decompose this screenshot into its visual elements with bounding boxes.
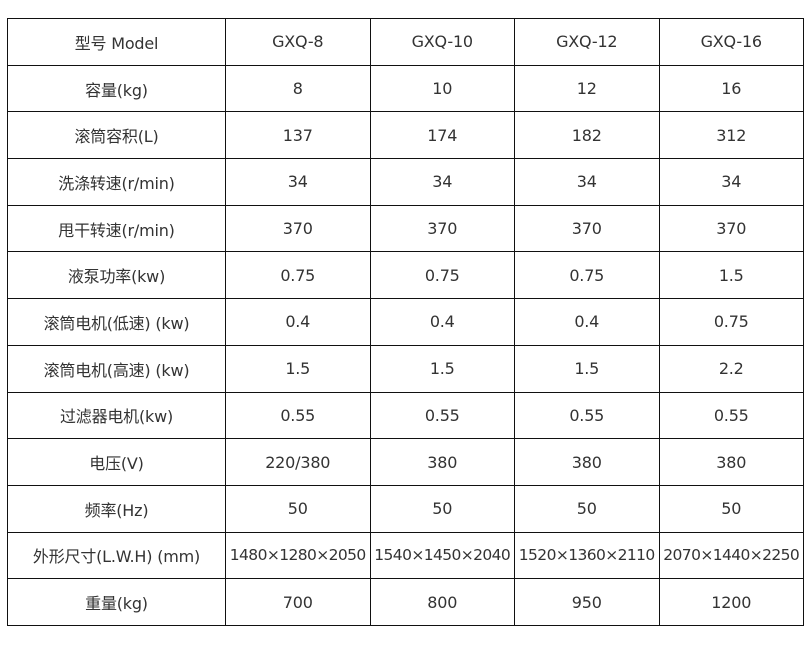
row-label: 甩干转速(r/min) (7, 204, 226, 253)
table-cell: 34 (225, 158, 371, 206)
table-cell: 2.2 (658, 344, 804, 393)
table-cell: 12 (514, 64, 660, 113)
table-cell: 380 (369, 438, 515, 486)
table-cell: 174 (369, 111, 515, 160)
table-cell: 370 (225, 204, 371, 253)
row-label: 外形尺寸(L.W.H) (mm) (7, 531, 226, 580)
table-cell: 220/380 (225, 438, 371, 486)
table-cell: 370 (369, 204, 515, 253)
row-label: 电压(V) (7, 438, 226, 486)
table-cell: 1200 (658, 578, 804, 626)
model-header: GXQ-10 (369, 18, 515, 66)
table-cell: 137 (225, 111, 371, 160)
table-cell: 34 (369, 158, 515, 206)
table-cell: 50 (225, 484, 371, 533)
table-cell: 50 (369, 484, 515, 533)
spec-table-body: 型号 Model GXQ-8 GXQ-10 GXQ-12 GXQ-16 容量(kg) 8 10… (7, 18, 804, 626)
table-cell: 8 (225, 64, 371, 113)
table-cell: 50 (658, 484, 804, 533)
table-row: 甩干转速(r/min) 370 370 370 370 (7, 204, 804, 253)
table-cell: 16 (658, 64, 804, 113)
table-row: 过滤器电机(kw) 0.55 0.55 0.55 0.55 (7, 391, 804, 440)
row-label: 滚筒容积(L) (7, 111, 226, 160)
table-row: 频率(Hz) 50 50 50 50 (7, 484, 804, 533)
row-label: 频率(Hz) (7, 484, 226, 533)
row-label: 滚筒电机(高速) (kw) (7, 344, 226, 393)
table-cell: 0.4 (514, 298, 660, 346)
row-label: 滚筒电机(低速) (kw) (7, 298, 226, 346)
table-cell: 0.55 (369, 391, 515, 440)
table-cell: 0.4 (225, 298, 371, 346)
table-cell: 380 (514, 438, 660, 486)
table-cell: 1.5 (369, 344, 515, 393)
table-cell: 1480×1280×2050 (225, 531, 371, 580)
table-cell: 50 (514, 484, 660, 533)
table-row: 洗涤转速(r/min) 34 34 34 34 (7, 158, 804, 206)
table-cell: 1520×1360×2110 (514, 531, 660, 580)
table-cell: 0.4 (369, 298, 515, 346)
table-row: 电压(V) 220/380 380 380 380 (7, 438, 804, 486)
table-cell: 10 (369, 64, 515, 113)
spec-table: 型号 Model GXQ-8 GXQ-10 GXQ-12 GXQ-16 容量(kg) 8 10… (7, 18, 804, 626)
table-cell: 34 (514, 158, 660, 206)
table-cell: 0.75 (369, 251, 515, 300)
table-cell: 370 (514, 204, 660, 253)
table-row: 滚筒容积(L) 137 174 182 312 (7, 111, 804, 160)
table-row: 滚筒电机(高速) (kw) 1.5 1.5 1.5 2.2 (7, 344, 804, 393)
model-header: GXQ-8 (225, 18, 371, 66)
table-cell: 0.75 (514, 251, 660, 300)
table-cell: 1.5 (658, 251, 804, 300)
table-cell: 0.55 (514, 391, 660, 440)
row-label: 过滤器电机(kw) (7, 391, 226, 440)
row-label: 容量(kg) (7, 64, 226, 113)
table-cell: 700 (225, 578, 371, 626)
table-cell: 2070×1440×2250 (658, 531, 804, 580)
model-header: GXQ-16 (658, 18, 804, 66)
table-row: 外形尺寸(L.W.H) (mm) 1480×1280×2050 1540×1450×… (7, 531, 804, 580)
table-cell: 34 (658, 158, 804, 206)
table-cell: 380 (658, 438, 804, 486)
row-label: 洗涤转速(r/min) (7, 158, 226, 206)
table-cell: 800 (369, 578, 515, 626)
header-row: 型号 Model GXQ-8 GXQ-10 GXQ-12 GXQ-16 (7, 18, 804, 66)
row-label: 液泵功率(kw) (7, 251, 226, 300)
table-cell: 1.5 (514, 344, 660, 393)
table-cell: 950 (514, 578, 660, 626)
table-cell: 182 (514, 111, 660, 160)
table-cell: 0.55 (225, 391, 371, 440)
table-row: 液泵功率(kw) 0.75 0.75 0.75 1.5 (7, 251, 804, 300)
table-cell: 1.5 (225, 344, 371, 393)
row-label: 重量(kg) (7, 578, 226, 626)
table-cell: 0.55 (658, 391, 804, 440)
table-cell: 0.75 (225, 251, 371, 300)
table-row: 容量(kg) 8 10 12 16 (7, 64, 804, 113)
header-label: 型号 Model (7, 18, 226, 66)
table-row: 重量(kg) 700 800 950 1200 (7, 578, 804, 626)
table-row: 滚筒电机(低速) (kw) 0.4 0.4 0.4 0.75 (7, 298, 804, 346)
table-cell: 1540×1450×2040 (369, 531, 515, 580)
table-cell: 312 (658, 111, 804, 160)
table-cell: 370 (658, 204, 804, 253)
model-header: GXQ-12 (514, 18, 660, 66)
table-cell: 0.75 (658, 298, 804, 346)
